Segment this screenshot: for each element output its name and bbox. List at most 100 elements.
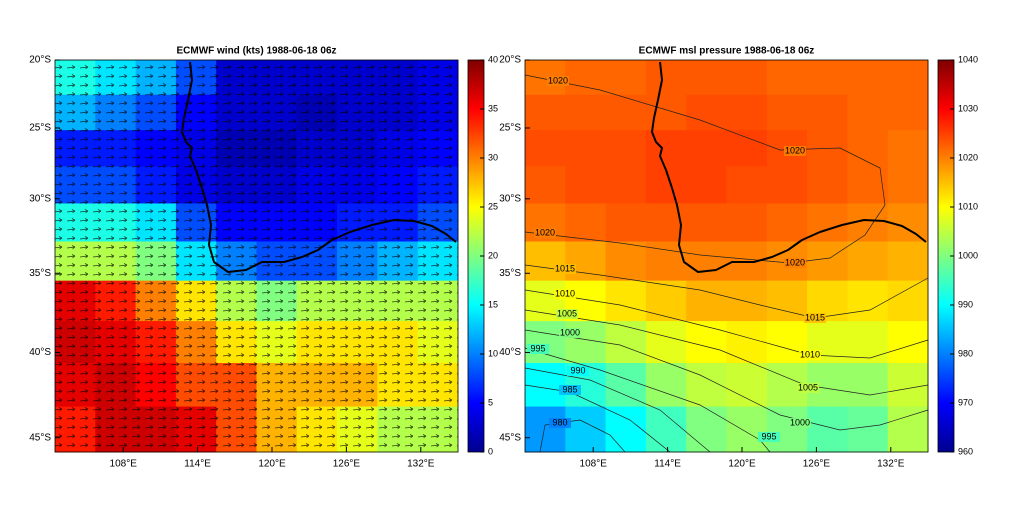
- heat-cell: [605, 406, 647, 453]
- heat-cell: [766, 166, 808, 204]
- heat-cell: [525, 94, 566, 131]
- heat-cell: [565, 94, 607, 131]
- contour-label-bg: [554, 264, 576, 274]
- contour-label: 1015: [555, 263, 575, 273]
- x-tick-label: 120°E: [728, 459, 756, 470]
- heat-cell: [605, 60, 647, 96]
- contour-line: [524, 309, 929, 396]
- contour-label: 1010: [555, 288, 575, 298]
- contour-label-bg: [549, 418, 571, 428]
- y-tick-label: 45°S: [499, 432, 521, 443]
- colorbar-tick-label: 1030: [958, 103, 978, 113]
- heat-cell: [686, 406, 727, 453]
- colorbar-tick-label: 10: [488, 348, 498, 358]
- heat-cell: [605, 321, 647, 364]
- heat-cell: [686, 363, 727, 408]
- heat-cell: [807, 203, 848, 242]
- contour-label-bg: [799, 350, 821, 360]
- heat-cell: [645, 363, 687, 408]
- heat-cell: [766, 280, 808, 322]
- heat-cell: [887, 60, 929, 96]
- heat-cell: [645, 130, 687, 167]
- chart-title: ECMWF wind (kts) 1988-06-18 06z: [176, 46, 336, 57]
- colorbar-tick-label: 960: [958, 446, 973, 456]
- y-tick-label: 45°S: [29, 432, 51, 443]
- axes: ECMWF wind (kts) 1988-06-18 06z 108°E 114°…: [29, 46, 978, 470]
- heat-cell: [525, 130, 566, 167]
- heat-cell: [847, 94, 889, 131]
- heat-cell: [565, 203, 607, 242]
- colorbar-tick-label: 30: [488, 152, 498, 162]
- heat-cell: [525, 241, 566, 282]
- heat-cell: [686, 321, 727, 364]
- contour-label: 1005: [798, 382, 818, 392]
- y-tick-label: 25°S: [29, 123, 51, 134]
- contour-label-bg: [559, 385, 581, 395]
- contour-label-bg: [789, 418, 811, 428]
- x-tick-label: 114°E: [184, 459, 211, 470]
- colorbar-tick-label: 20: [488, 250, 498, 260]
- colorbar-tick-label: 25: [488, 201, 498, 211]
- heat-cell: [847, 60, 889, 96]
- contour-label: 1020: [785, 145, 805, 155]
- contour-label: 1020: [785, 257, 805, 267]
- heat-cell: [847, 241, 889, 282]
- heat-cell: [887, 203, 929, 242]
- contour-label: 1005: [557, 308, 577, 318]
- colorbar-tick-label: 1020: [958, 152, 978, 162]
- contour-label-bg: [784, 146, 806, 156]
- heat-cell: [847, 280, 889, 322]
- y-tick-label: 20°S: [29, 55, 51, 66]
- y-tick-label: 35°S: [29, 268, 51, 279]
- x-tick-label: 132°E: [407, 459, 435, 470]
- x-tick-label: 132°E: [877, 459, 905, 470]
- y-tick-label: 40°S: [499, 347, 521, 358]
- coastline: [181, 61, 457, 273]
- heat-cell: [726, 130, 768, 167]
- colorbar-tick-label: 1010: [958, 201, 978, 211]
- plot-frame: [54, 59, 459, 453]
- heat-cell: [645, 280, 687, 322]
- contour-label: 995: [530, 343, 545, 353]
- heat-cell: [645, 321, 687, 364]
- y-tick-label: 40°S: [29, 347, 51, 358]
- heat-cell: [565, 166, 607, 204]
- contour-label-bg: [534, 228, 556, 238]
- heat-cell: [887, 241, 929, 282]
- heat-cell: [726, 363, 768, 408]
- x-tick-label: 108°E: [110, 459, 138, 470]
- contour-label: 1000: [790, 417, 810, 427]
- heat-cell: [686, 280, 727, 322]
- heat-cell: [847, 130, 889, 167]
- x-tick-label: 126°E: [333, 459, 361, 470]
- contour-label-bg: [784, 258, 806, 268]
- heat-cell: [847, 363, 889, 408]
- heat-cell: [686, 60, 727, 96]
- heat-cell: [726, 321, 768, 364]
- heat-cell: [605, 166, 647, 204]
- colorbar-tick-label: 5: [488, 397, 493, 407]
- heat-cell: [686, 94, 727, 131]
- heat-cell: [807, 166, 848, 204]
- contour-label-bg: [797, 383, 819, 393]
- contour-label-bg: [758, 432, 780, 442]
- heat-cell: [605, 94, 647, 131]
- contour-label-bg: [554, 289, 576, 299]
- contour-label: 985: [562, 384, 577, 394]
- heat-cell: [726, 60, 768, 96]
- y-tick-label: 25°S: [499, 123, 521, 134]
- heat-cell: [605, 241, 647, 282]
- chart-title: ECMWF msl pressure 1988-06-18 06z: [639, 46, 815, 57]
- heat-cell: [726, 203, 768, 242]
- heat-cell: [605, 363, 647, 408]
- x-tick-label: 126°E: [803, 459, 831, 470]
- heat-cell: [847, 166, 889, 204]
- heat-cell: [887, 363, 929, 408]
- heat-cell: [525, 166, 566, 204]
- contour-label: 990: [570, 365, 585, 375]
- contour-label-bg: [804, 313, 826, 323]
- x-tick-label: 108°E: [580, 459, 608, 470]
- colorbar-tick-label: 1000: [958, 250, 978, 260]
- plot-frame: [524, 59, 929, 453]
